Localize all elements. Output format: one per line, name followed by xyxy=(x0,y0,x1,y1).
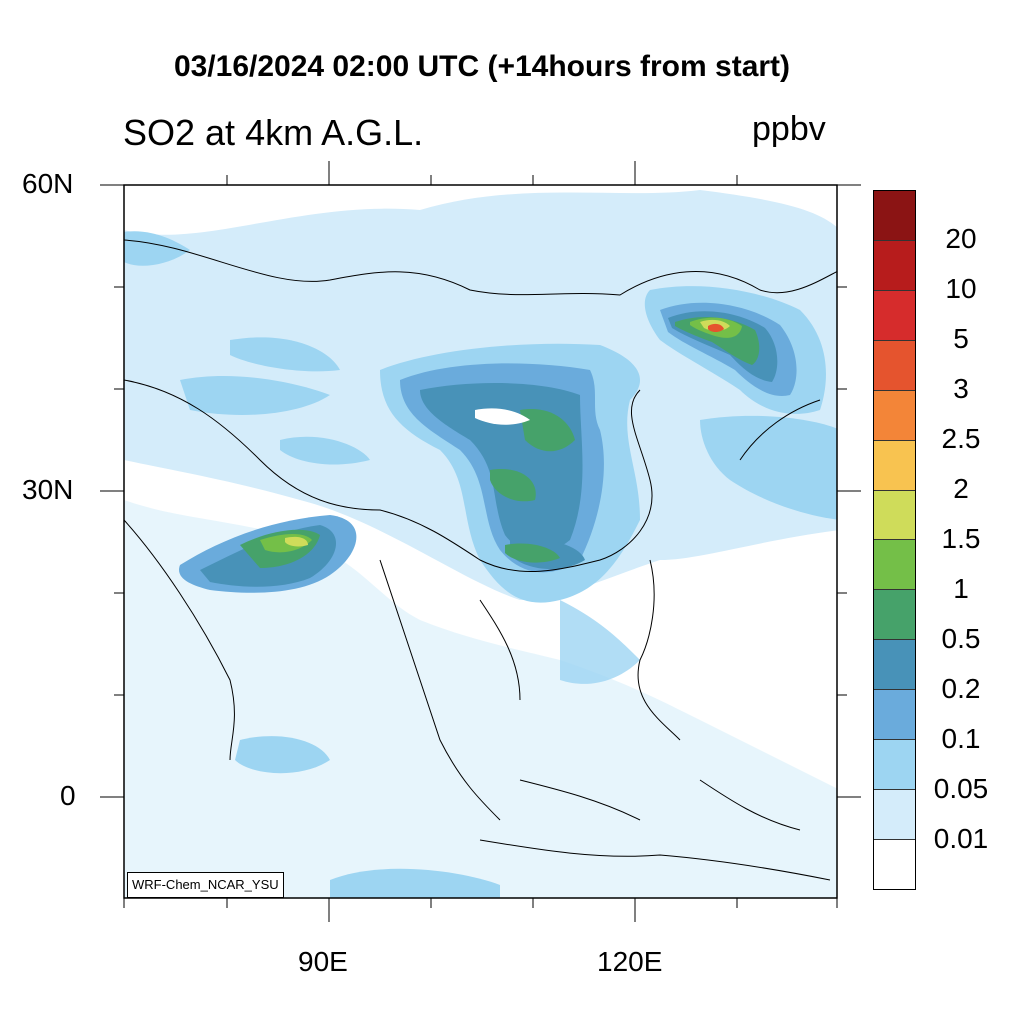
colorbar-label: 2.5 xyxy=(941,423,981,454)
colorbar-label: 0.5 xyxy=(941,623,981,654)
colorbar-label: 3 xyxy=(953,373,969,404)
colorbar-box xyxy=(874,740,915,791)
colorbar-label: 20 xyxy=(945,223,977,254)
colorbar-label: 0.01 xyxy=(933,823,989,854)
colorbar-label: 10 xyxy=(945,273,977,304)
units-label: ppbv xyxy=(752,110,826,148)
map-subtitle: SO2 at 4km A.G.L. xyxy=(123,112,424,153)
colorbar-box xyxy=(874,540,915,591)
colorbar-label: 0.1 xyxy=(941,723,981,754)
map-title: 03/16/2024 02:00 UTC (+14hours from star… xyxy=(173,50,791,83)
colorbar-box xyxy=(874,390,915,441)
colorbar-box xyxy=(874,640,915,691)
colorbar-box xyxy=(874,590,915,641)
colorbar-label: 0.05 xyxy=(933,773,989,804)
colorbar-box xyxy=(874,490,915,541)
colorbar-box xyxy=(874,191,915,241)
lat-label-0: 0 xyxy=(60,780,76,811)
colorbar-label: 5 xyxy=(953,323,969,354)
colorbar-label: 0.2 xyxy=(941,673,981,704)
colorbar-box xyxy=(874,240,915,291)
colorbar-box xyxy=(874,790,915,840)
colorbar-label: 1.5 xyxy=(941,523,981,554)
colorbar-box xyxy=(874,290,915,341)
lat-label-60n: 60N xyxy=(22,168,74,199)
concentration-field xyxy=(124,190,837,898)
colorbar-box xyxy=(874,440,915,491)
lon-label-120e: 120E xyxy=(597,946,663,977)
lon-label-90e: 90E xyxy=(298,946,348,977)
lat-label-30n: 30N xyxy=(22,474,74,505)
colorbar-label: 2 xyxy=(953,473,969,504)
colorbar-box xyxy=(874,839,915,889)
colorbar-label: 1 xyxy=(953,573,969,604)
colorbar-box xyxy=(874,690,915,741)
colorbar-box xyxy=(874,340,915,391)
model-credit: WRF-Chem_NCAR_YSU xyxy=(127,872,284,898)
colorbar xyxy=(873,190,916,890)
